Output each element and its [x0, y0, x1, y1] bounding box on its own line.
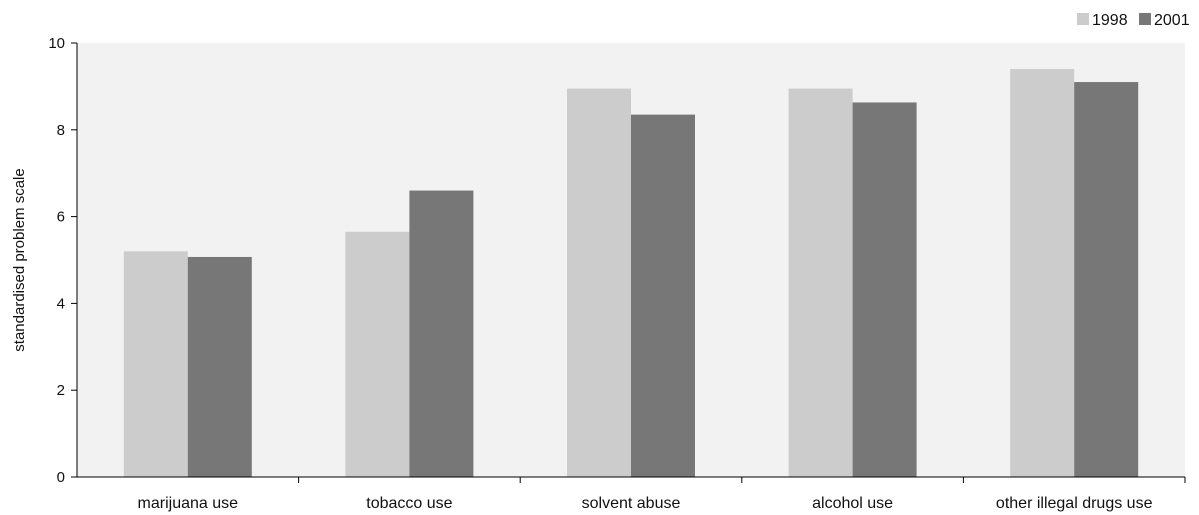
legend-swatch-2001 [1139, 13, 1151, 25]
y-ticks-group: 0 2 4 6 8 10 [48, 35, 77, 486]
y-tick-label: 4 [57, 295, 65, 312]
category-label: alcohol use [812, 495, 893, 512]
x-ticks-group: marijuana use tobacco use solvent abuse alc… [138, 477, 1186, 512]
y-tick-label: 0 [57, 469, 65, 486]
bar-2001-2 [631, 114, 695, 478]
bar-2001-1 [409, 190, 474, 477]
bar-1998-3 [788, 88, 853, 477]
bar-2001-4 [1074, 82, 1139, 477]
y-axis-label: standardised problem scale [11, 168, 28, 351]
legend: 1998 2001 [1077, 12, 1190, 29]
category-label: marijuana use [138, 495, 239, 512]
y-tick-label: 6 [57, 209, 65, 226]
category-label: other illegal drugs use [996, 495, 1153, 512]
bar-2001-3 [852, 102, 917, 477]
category-label: tobacco use [366, 495, 452, 512]
legend-swatch-1998 [1077, 13, 1089, 25]
bar-2001-0 [187, 256, 252, 477]
y-tick-label: 10 [48, 35, 65, 52]
y-tick-label: 8 [57, 122, 65, 139]
legend-label-1998: 1998 [1092, 12, 1128, 29]
legend-label-2001: 2001 [1154, 12, 1190, 29]
bars-group [123, 69, 1139, 478]
bar-1998-4 [1010, 69, 1075, 477]
bar-1998-1 [345, 231, 410, 477]
bar-1998-0 [123, 251, 188, 477]
y-tick-label: 2 [57, 382, 65, 399]
category-label: solvent abuse [582, 495, 681, 512]
bar-1998-2 [567, 88, 631, 477]
